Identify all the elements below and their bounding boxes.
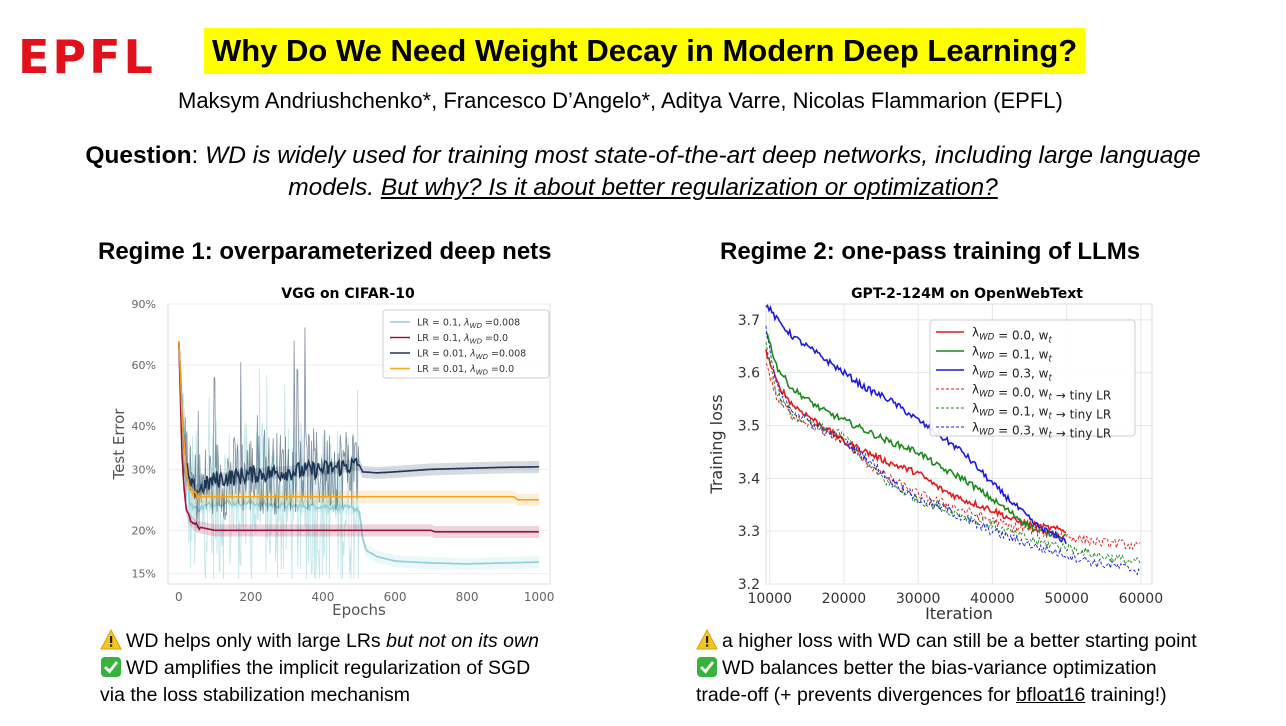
series-3 (178, 335, 540, 506)
legend-label: λWD = 0.0, wt → tiny LR (972, 383, 1111, 403)
gpt2-openwebtext-chart: GPT-2-124M on OpenWebText 3.2 3.3 3.4 3.5 3.… (707, 286, 1164, 623)
x-tick-label: 60000 (1119, 591, 1164, 607)
question-text: WD is widely used for training most stat… (205, 142, 1201, 201)
bullet-2: WD amplifies the implicit regularization… (100, 655, 539, 682)
series-line (765, 332, 1067, 540)
bullet-emph: but not on its own (386, 630, 539, 652)
bullet-text: WD helps only with large LRs (126, 630, 387, 652)
bullet-text: trade-off (+ prevents divergences for (696, 684, 1016, 706)
check-icon (697, 657, 717, 677)
bullet-text: a higher loss with WD can still be a bet… (722, 630, 1197, 652)
series-1 (178, 335, 540, 538)
page-title: Why Do We Need Weight Decay in Modern De… (204, 28, 1086, 74)
series-line (178, 341, 539, 500)
y-tick-label: 40% (132, 420, 156, 433)
chart-title: VGG on CIFAR-10 (281, 286, 415, 302)
legend-label: λWD = 0.0, wt (972, 326, 1053, 346)
y-tick-label: 30% (132, 463, 156, 476)
x-tick-label: 20000 (822, 591, 867, 607)
question-block: Question: WD is widely used for training… (60, 140, 1226, 204)
legend-label: LR = 0.01, λWD =0.008 (417, 349, 526, 362)
legend-label: λWD = 0.1, wt (972, 345, 1053, 365)
legend-box (929, 319, 1136, 437)
y-tick-label: 3.4 (738, 471, 760, 487)
vgg-cifar10-chart: VGG on CIFAR-10 15% 20% 30% 40% 60% 90% 0 200 40… (110, 286, 555, 619)
legend-label: LR = 0.1, λWD =0.008 (417, 318, 520, 331)
chart-title: GPT-2-124M on OpenWebText (851, 286, 1083, 302)
x-tick-label: 600 (384, 590, 407, 604)
x-axis-label: Iteration (925, 604, 993, 623)
x-tick-label: 50000 (1044, 591, 1089, 607)
bullet-2: WD balances better the bias-variance opt… (696, 655, 1197, 682)
x-axis-label: Epochs (332, 601, 386, 619)
bullet-1: a higher loss with WD can still be a bet… (696, 628, 1197, 655)
series-line (178, 341, 539, 533)
legend-label: λWD = 0.3, wt → tiny LR (972, 421, 1111, 441)
x-tick-label: 40000 (970, 591, 1015, 607)
legend-label: λWD = 0.3, wt (972, 364, 1053, 384)
check-icon (101, 657, 121, 677)
warning-icon (100, 629, 122, 650)
x-tick-label: 1000 (524, 590, 555, 604)
y-tick-label: 3.5 (738, 419, 760, 435)
y-axis-label: Test Error (110, 408, 128, 481)
y-tick-label: 20% (132, 524, 156, 537)
y-tick-label: 3.7 (738, 313, 760, 329)
x-tick-label: 0 (175, 590, 183, 604)
legend-label: LR = 0.1, λWD =0.0 (417, 333, 508, 346)
bullet-1: WD helps only with large LRs but not on … (100, 628, 539, 655)
question-colon: : (191, 142, 206, 169)
question-underlined: But why? Is it about better regularizati… (380, 174, 998, 201)
bullet-text: WD balances better the bias-variance opt… (722, 657, 1157, 679)
series-line (178, 341, 539, 501)
regime1-heading: Regime 1: overparameterized deep nets (98, 238, 552, 265)
legend-box (382, 309, 550, 379)
bullet-after: training!) (1085, 684, 1167, 706)
regime2-heading: Regime 2: one-pass training of LLMs (720, 238, 1141, 265)
regime2-bullets: a higher loss with WD can still be a bet… (696, 628, 1197, 709)
bullet-underlined: bfloat16 (1015, 684, 1086, 706)
epfl-logo: EPFL (18, 30, 156, 84)
series-line (765, 325, 1141, 576)
y-tick-label: 90% (132, 298, 156, 311)
warning-icon (696, 629, 718, 650)
bullet-3: trade-off (+ prevents divergences for bf… (696, 682, 1197, 709)
authors-line: Maksym Andriushchenko*, Francesco D’Ange… (178, 88, 1063, 113)
x-tick-label: 30000 (896, 591, 941, 607)
regime1-bullets: WD helps only with large LRs but not on … (100, 628, 539, 709)
x-tick-label: 10000 (747, 591, 792, 607)
x-tick-label: 800 (456, 590, 479, 604)
y-tick-label: 3.2 (738, 577, 760, 593)
x-tick-label: 400 (312, 590, 335, 604)
y-tick-label: 3.6 (738, 366, 760, 382)
series-line (765, 349, 1067, 534)
bullet-text: WD amplifies the implicit regularization… (126, 657, 531, 679)
y-tick-label: 3.3 (738, 524, 760, 540)
y-axis-label: Training loss (707, 394, 726, 494)
series-line (765, 304, 1067, 545)
legend: LR = 0.1, λWD =0.008 LR = 0.1, λWD =0.0 LR… (382, 309, 550, 379)
legend-label: λWD = 0.1, wt → tiny LR (972, 402, 1111, 422)
bullet-3: via the loss stabilization mechanism (100, 682, 539, 709)
y-tick-label: 15% (132, 568, 156, 581)
x-tick-label: 200 (239, 590, 262, 604)
question-label: Question (85, 142, 192, 169)
bullet-text: via the loss stabilization mechanism (100, 684, 410, 706)
y-tick-label: 60% (132, 359, 156, 372)
legend-label: LR = 0.01, λWD =0.0 (417, 364, 514, 377)
